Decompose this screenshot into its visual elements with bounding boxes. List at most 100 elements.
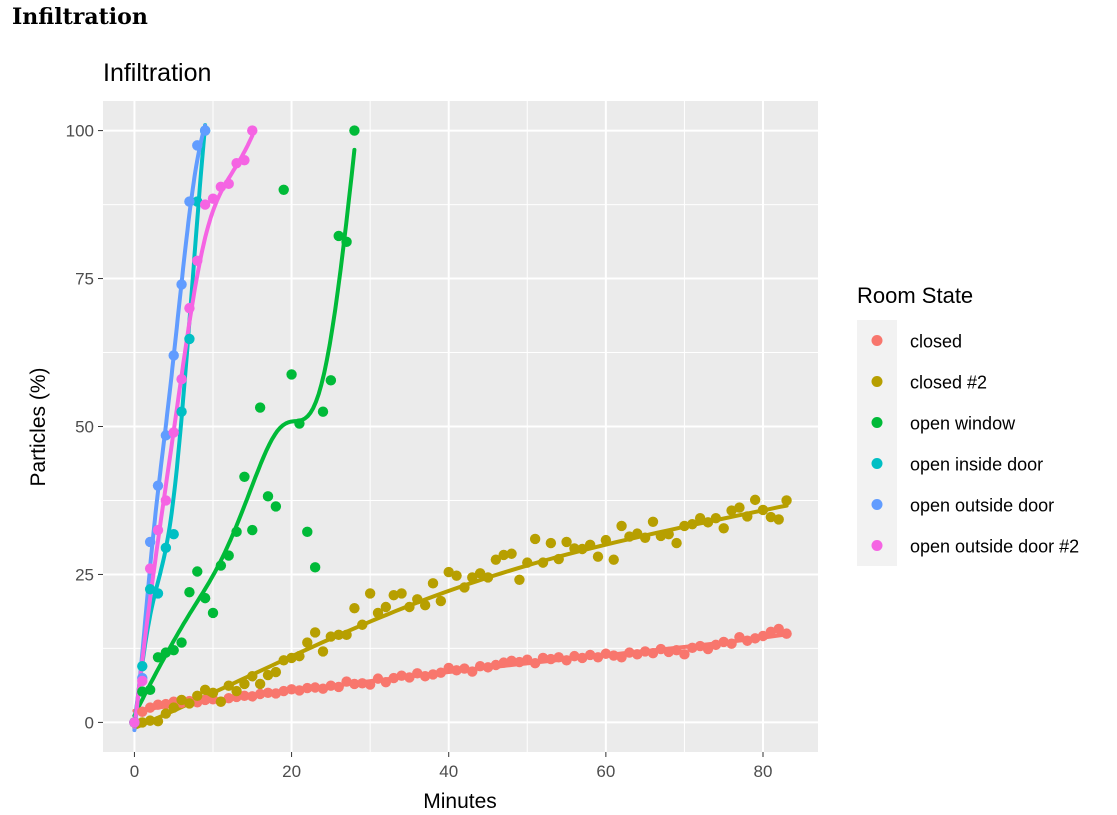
data-point	[380, 601, 392, 613]
data-point	[333, 629, 344, 641]
data-point	[302, 682, 313, 694]
data-point	[215, 560, 227, 571]
data-point	[710, 639, 722, 651]
data-point	[467, 572, 478, 583]
data-point	[270, 666, 282, 678]
data-point	[726, 638, 737, 649]
data-point	[364, 588, 376, 599]
axis-ticks: 0 20 40 60 80 0 25 50 75 100	[66, 122, 773, 781]
data-point	[474, 660, 486, 672]
data-point	[592, 652, 604, 663]
data-point	[396, 588, 407, 599]
data-point	[396, 670, 407, 681]
data-point	[773, 623, 784, 635]
data-point	[207, 193, 219, 204]
data-point	[742, 635, 753, 646]
data-point	[286, 684, 297, 695]
legend-swatch	[871, 335, 883, 346]
legend-swatch	[871, 540, 883, 551]
data-point	[490, 659, 502, 671]
grid	[103, 101, 818, 752]
data-point	[160, 430, 172, 441]
legend-swatch	[871, 458, 883, 469]
data-point	[176, 406, 187, 417]
data-point	[451, 570, 462, 581]
legend-label: open outside door #2	[910, 537, 1079, 557]
y-tick-label: 75	[75, 270, 94, 289]
data-point	[160, 542, 172, 554]
data-point	[239, 471, 250, 483]
data-point	[663, 646, 674, 658]
data-point	[144, 702, 156, 713]
data-point	[152, 699, 164, 710]
data-points	[129, 125, 792, 728]
data-point	[608, 554, 619, 565]
data-point	[388, 672, 399, 684]
x-tick-label: 60	[596, 762, 615, 781]
data-point	[262, 669, 274, 681]
data-point	[412, 668, 423, 679]
data-point	[679, 649, 690, 660]
data-point	[199, 694, 211, 706]
data-point	[192, 196, 203, 207]
data-point	[168, 427, 179, 438]
data-point	[192, 690, 203, 701]
data-point	[317, 683, 329, 694]
data-point	[757, 630, 769, 642]
data-point	[435, 595, 447, 607]
data-point	[333, 230, 344, 242]
data-point	[215, 696, 227, 707]
data-point	[734, 502, 745, 513]
data-point	[231, 685, 242, 697]
data-point	[302, 526, 313, 538]
data-point	[168, 702, 179, 713]
data-point	[388, 589, 399, 601]
data-point	[663, 529, 674, 540]
data-point	[773, 514, 784, 525]
legend-swatch	[871, 499, 883, 510]
data-point	[129, 717, 140, 728]
data-point	[702, 517, 714, 528]
data-point	[137, 660, 148, 672]
legend-label: open outside door	[910, 496, 1054, 516]
data-point	[467, 666, 478, 677]
data-point	[325, 375, 337, 386]
data-point	[223, 178, 234, 190]
data-point	[742, 511, 753, 522]
data-point	[592, 551, 604, 562]
data-point	[231, 157, 242, 169]
legend-label: closed #2	[910, 373, 987, 393]
data-point	[317, 406, 329, 417]
data-point	[160, 495, 172, 506]
data-point	[765, 626, 777, 638]
document-heading: Infiltration	[12, 4, 148, 30]
data-point	[482, 662, 494, 673]
data-point	[192, 255, 203, 266]
data-point	[639, 532, 651, 543]
data-point	[176, 694, 187, 706]
data-point	[710, 513, 722, 524]
data-point	[553, 553, 564, 565]
data-point	[671, 537, 682, 549]
data-point	[459, 663, 470, 674]
data-point	[529, 533, 541, 545]
x-tick-label: 40	[439, 762, 458, 781]
data-point	[459, 582, 470, 593]
data-point	[490, 554, 502, 565]
data-point	[671, 645, 682, 656]
data-point	[757, 504, 769, 516]
data-point	[192, 140, 203, 151]
data-point	[309, 562, 321, 573]
data-point	[749, 633, 761, 644]
legend-label: open inside door	[910, 455, 1043, 475]
data-point	[184, 587, 195, 598]
data-point	[608, 650, 619, 661]
data-point	[537, 557, 549, 568]
data-point	[380, 676, 392, 688]
data-point	[357, 619, 368, 630]
data-point	[270, 501, 282, 512]
data-point	[514, 574, 525, 585]
data-point	[482, 572, 494, 583]
data-point	[325, 631, 337, 642]
